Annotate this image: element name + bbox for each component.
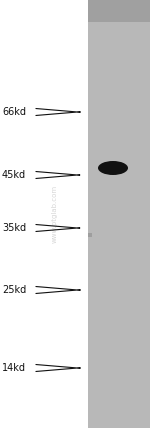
Text: 25kd: 25kd [2, 285, 26, 295]
Bar [88, 0, 150, 428]
Bar [88, 0, 150, 22]
Text: 14kd: 14kd [2, 363, 26, 373]
Text: www.ptglab.com: www.ptglab.com [52, 185, 58, 243]
Text: 66kd: 66kd [2, 107, 26, 117]
Text: 35kd: 35kd [2, 223, 26, 233]
Text: 45kd: 45kd [2, 170, 26, 180]
Ellipse shape [98, 161, 128, 175]
Bar [88, 233, 92, 237]
